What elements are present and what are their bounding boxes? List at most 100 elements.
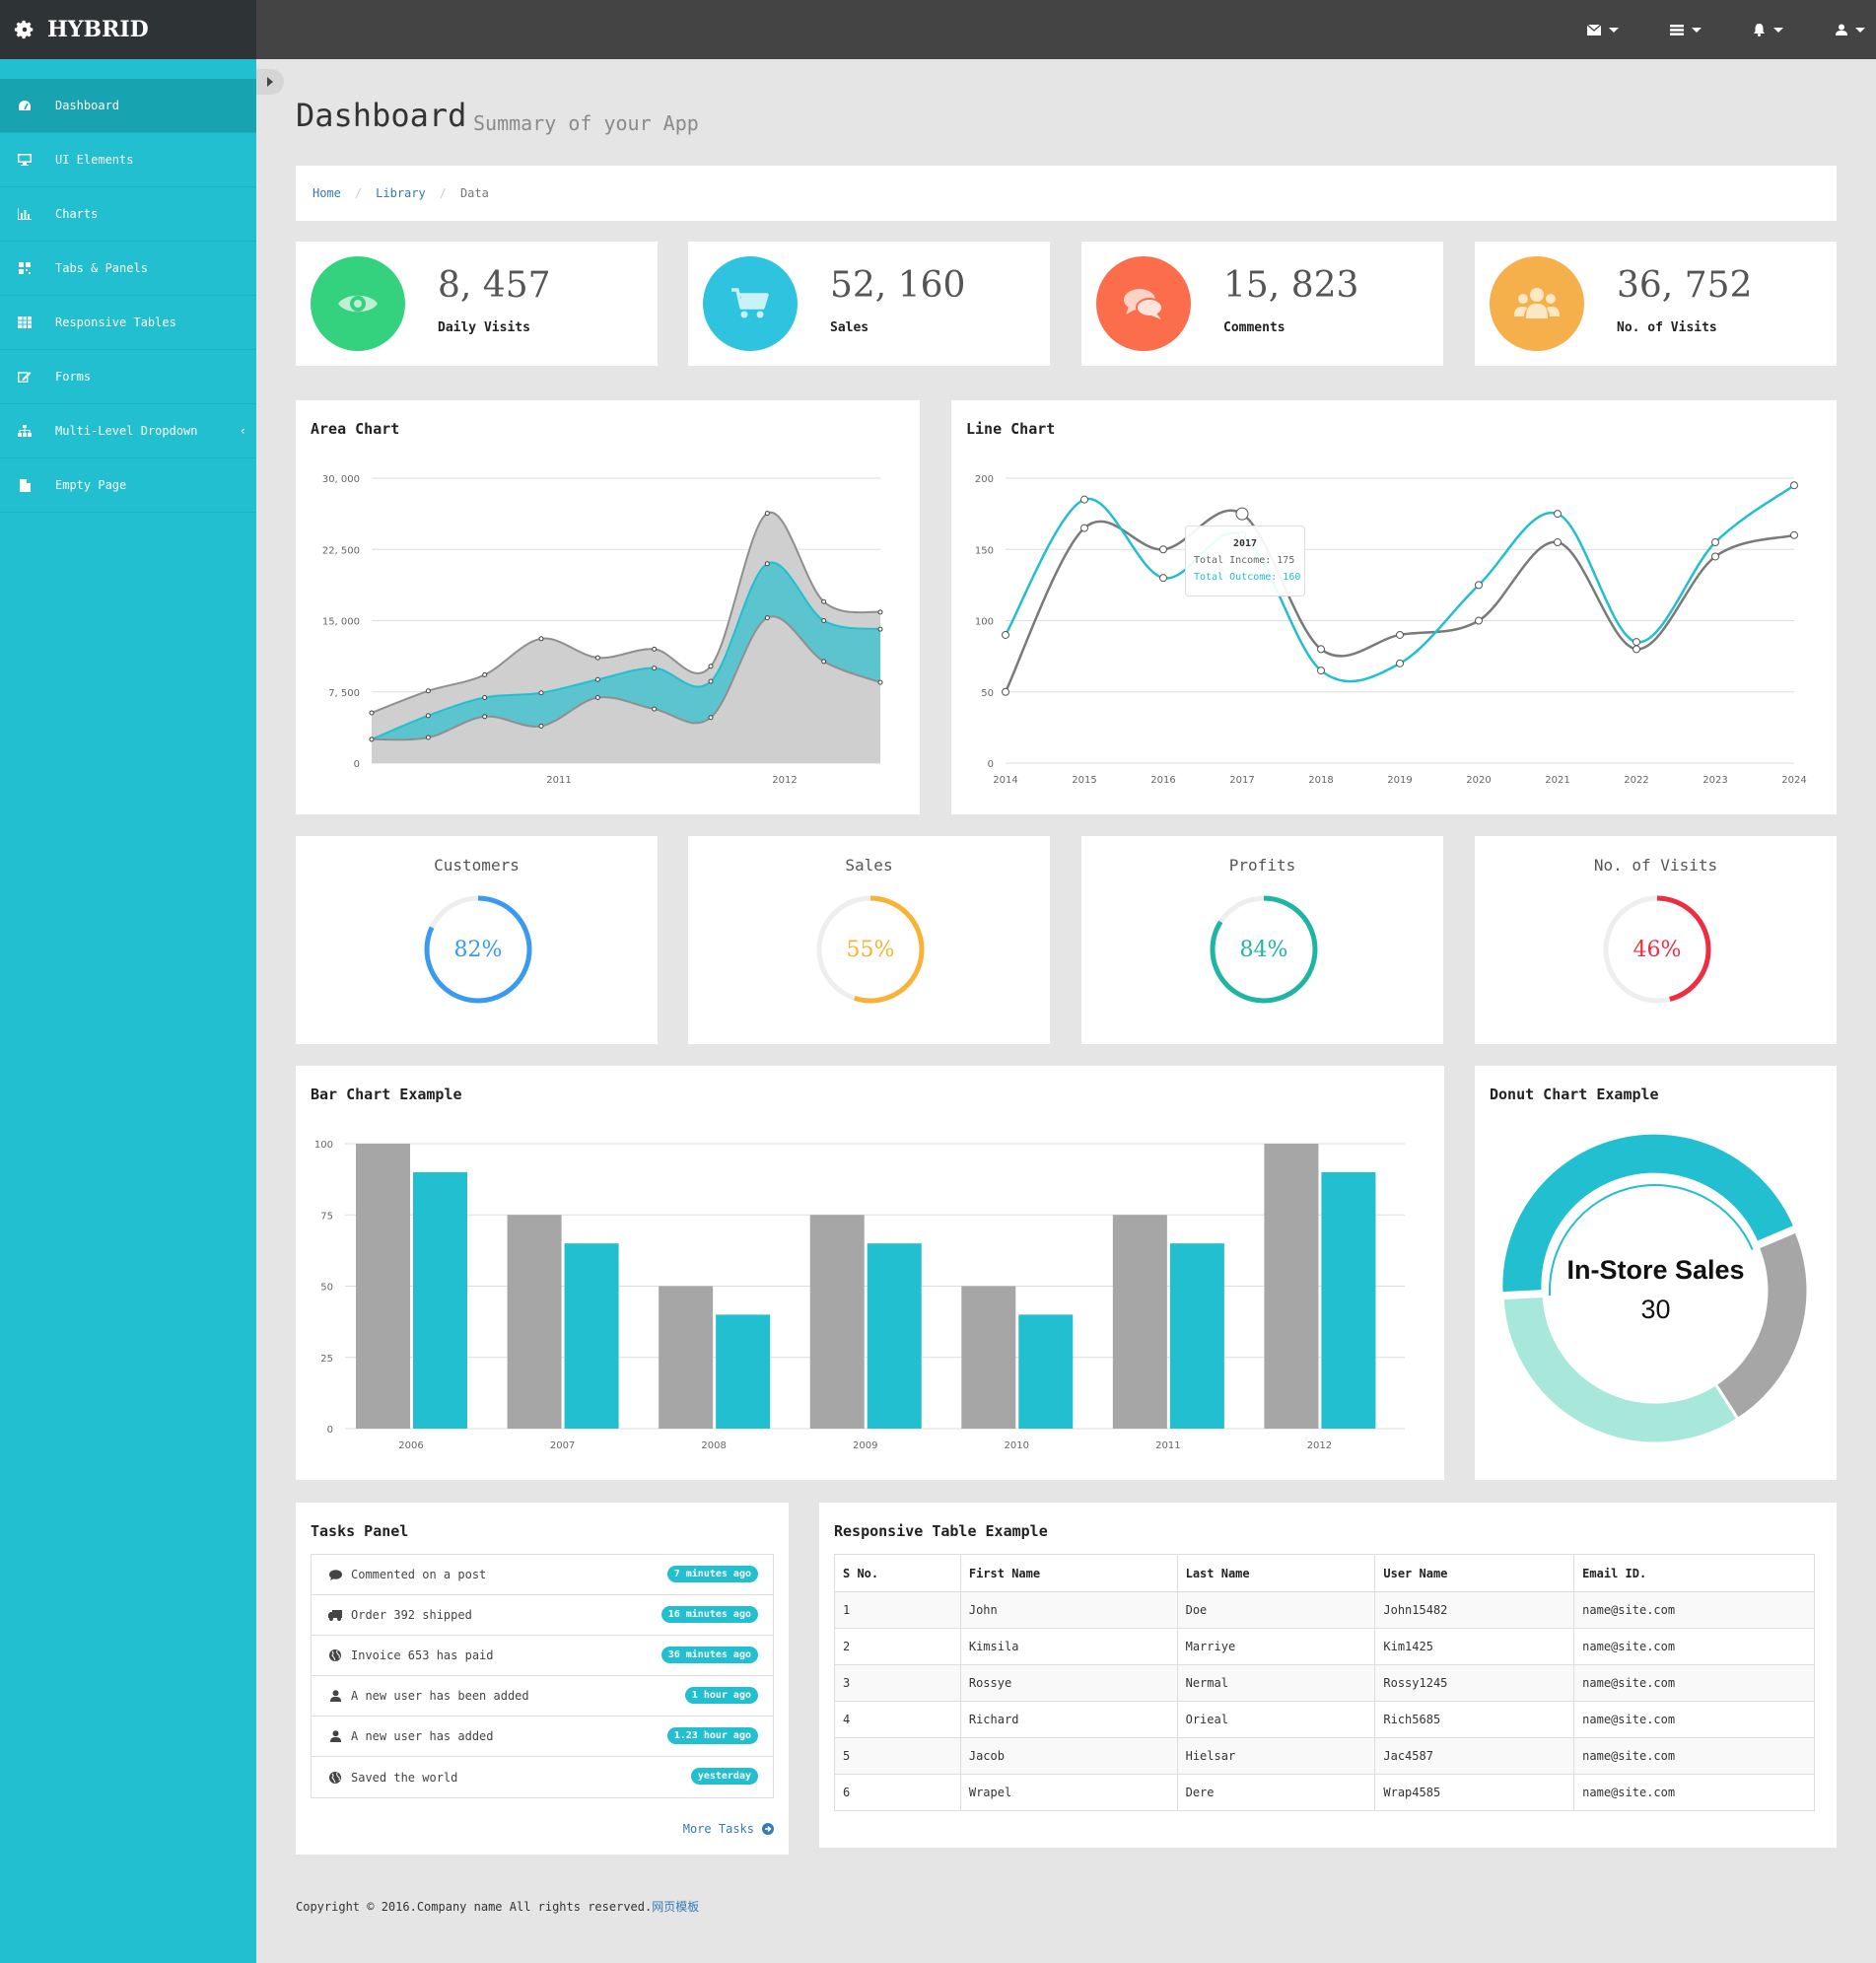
gauge-ring: [816, 895, 925, 1004]
task-item[interactable]: Commented on a post 7 minutes ago: [312, 1555, 773, 1595]
user-icon: [328, 1689, 342, 1703]
donut-slice: [1500, 1294, 1741, 1445]
table-row[interactable]: 5 Jacob Hielsar Jac4587 name@site.com: [834, 1737, 1815, 1775]
task-item[interactable]: A new user has been added 1 hour ago: [312, 1676, 773, 1717]
chevron-down-icon: [1692, 27, 1702, 33]
table-cell: name@site.com: [1573, 1774, 1815, 1811]
x-tick-label: 2020: [1466, 775, 1491, 786]
task-item[interactable]: Saved the world yesterday: [312, 1757, 773, 1797]
panel-title: Donut Chart Example: [1490, 1086, 1659, 1103]
eye-icon: [338, 295, 378, 313]
table-row[interactable]: 2 Kimsila Marriye Kim1425 name@site.com: [834, 1628, 1815, 1665]
messages-dropdown[interactable]: [1587, 18, 1619, 41]
sidebar-item-charts[interactable]: Charts: [0, 187, 256, 242]
line-point: [1159, 545, 1167, 554]
donut-chart: [1499, 1131, 1810, 1445]
sidebar-item-forms[interactable]: Forms: [0, 350, 256, 404]
x-tick-label: 2010: [1005, 1440, 1029, 1451]
more-tasks-link[interactable]: More Tasks: [683, 1822, 774, 1836]
x-tick-label: 2016: [1150, 775, 1175, 786]
y-tick-label: 150: [975, 545, 994, 556]
sidebar-item-label: Empty Page: [55, 478, 127, 492]
line-point: [1475, 616, 1483, 625]
task-list: Commented on a post 7 minutes ago Order …: [311, 1554, 774, 1798]
breadcrumb-separator: /: [354, 186, 363, 200]
x-tick-label: 2012: [772, 775, 797, 786]
sidebar-item-multi-level-dropdown[interactable]: Multi-Level Dropdown ‹: [0, 404, 256, 458]
sidebar-item-tabs-panels[interactable]: Tabs & Panels: [0, 242, 256, 296]
task-time-badge: 36 minutes ago: [660, 1647, 758, 1663]
y-tick-label: 7, 500: [328, 688, 360, 699]
task-item[interactable]: Order 392 shipped 16 minutes ago: [312, 1595, 773, 1636]
task-text: Order 392 shipped: [351, 1608, 472, 1622]
area-point: [821, 598, 827, 604]
stat-card-comments: 15, 823 Comments: [1081, 242, 1443, 366]
area-point: [764, 561, 770, 567]
table-row[interactable]: 3 Rossye Nermal Rossy1245 name@site.com: [834, 1664, 1815, 1702]
task-time-badge: 1.23 hour ago: [666, 1727, 758, 1744]
sidebar-item-label: Charts: [55, 207, 99, 221]
line-point: [1317, 645, 1325, 654]
column-header[interactable]: Email ID.: [1573, 1554, 1815, 1592]
tasks-panel: Tasks Panel Commented on a post 7 minute…: [296, 1503, 789, 1855]
tasks-dropdown[interactable]: [1670, 18, 1702, 41]
brand-name: HYBRID: [47, 17, 149, 42]
column-header[interactable]: First Name: [959, 1554, 1178, 1592]
table-row[interactable]: 1 John Doe John15482 name@site.com: [834, 1591, 1815, 1629]
panel-title: Line Chart: [966, 420, 1056, 438]
gear-icon: [14, 20, 34, 39]
user-icon: [328, 1729, 342, 1743]
gauge-ring: [1603, 895, 1711, 1004]
page-subtitle: Summary of your App: [473, 111, 699, 135]
gauge-arc: [1603, 895, 1711, 1004]
area-point: [482, 714, 488, 720]
area-point: [482, 671, 488, 677]
chevron-down-icon: [1773, 27, 1783, 33]
sidebar-item-ui-elements[interactable]: UI Elements: [0, 133, 256, 187]
donut-center-value: 30: [1640, 1295, 1671, 1324]
table-cell: Marriye: [1176, 1628, 1376, 1665]
task-item[interactable]: Invoice 653 has paid 36 minutes ago: [312, 1636, 773, 1676]
table-row[interactable]: 6 Wrapel Dere Wrap4585 name@site.com: [834, 1774, 1815, 1811]
sidebar-item-empty-page[interactable]: Empty Page: [0, 458, 256, 513]
stat-card-daily-visits: 8, 457 Daily Visits: [296, 242, 658, 366]
area-point: [764, 511, 770, 517]
panel-title: Area Chart: [311, 420, 400, 438]
comments-icon: [1124, 289, 1163, 319]
line-point: [1080, 495, 1088, 504]
footer-link[interactable]: 网页模板: [652, 1900, 700, 1914]
breadcrumb-home[interactable]: Home: [313, 186, 341, 200]
y-tick-label: 50: [981, 688, 994, 699]
bar: [1169, 1243, 1224, 1429]
area-point: [538, 690, 544, 696]
more-tasks-label: More Tasks: [682, 1822, 754, 1836]
area-point: [652, 646, 658, 652]
sidebar-item-responsive-tables[interactable]: Responsive Tables: [0, 296, 256, 350]
user-dropdown[interactable]: [1836, 18, 1865, 41]
gauge-percent: 46%: [1633, 937, 1682, 962]
task-text: A new user has added: [351, 1729, 494, 1743]
breadcrumb-library[interactable]: Library: [376, 186, 426, 200]
sitemap-icon: [16, 424, 34, 438]
chevron-down-icon: [1855, 27, 1865, 33]
table-cell: Kimsila: [959, 1628, 1178, 1665]
brand[interactable]: HYBRID: [0, 0, 256, 59]
sidebar-item-dashboard[interactable]: Dashboard: [0, 79, 256, 133]
sidebar-toggle-button[interactable]: [256, 69, 284, 95]
task-item[interactable]: A new user has added 1.23 hour ago: [312, 1717, 773, 1757]
gauge-card-sales: Sales 55%: [688, 836, 1050, 1044]
column-header[interactable]: User Name: [1374, 1554, 1575, 1592]
table-row[interactable]: 4 Richard Orieal Rich5685 name@site.com: [834, 1701, 1815, 1738]
alerts-dropdown[interactable]: [1753, 18, 1783, 41]
area-point: [877, 679, 883, 685]
x-tick-label: 2011: [1155, 1440, 1180, 1451]
table-cell: name@site.com: [1573, 1628, 1815, 1665]
y-tick-label: 100: [314, 1140, 333, 1151]
column-header[interactable]: Last Name: [1176, 1554, 1376, 1592]
table-cell: John: [959, 1591, 1178, 1629]
line-point: [1711, 552, 1719, 561]
line-series: [1004, 484, 1795, 683]
column-header[interactable]: S No.: [834, 1554, 961, 1592]
gauge-arc: [424, 895, 532, 1004]
x-tick-label: 2006: [398, 1440, 423, 1451]
